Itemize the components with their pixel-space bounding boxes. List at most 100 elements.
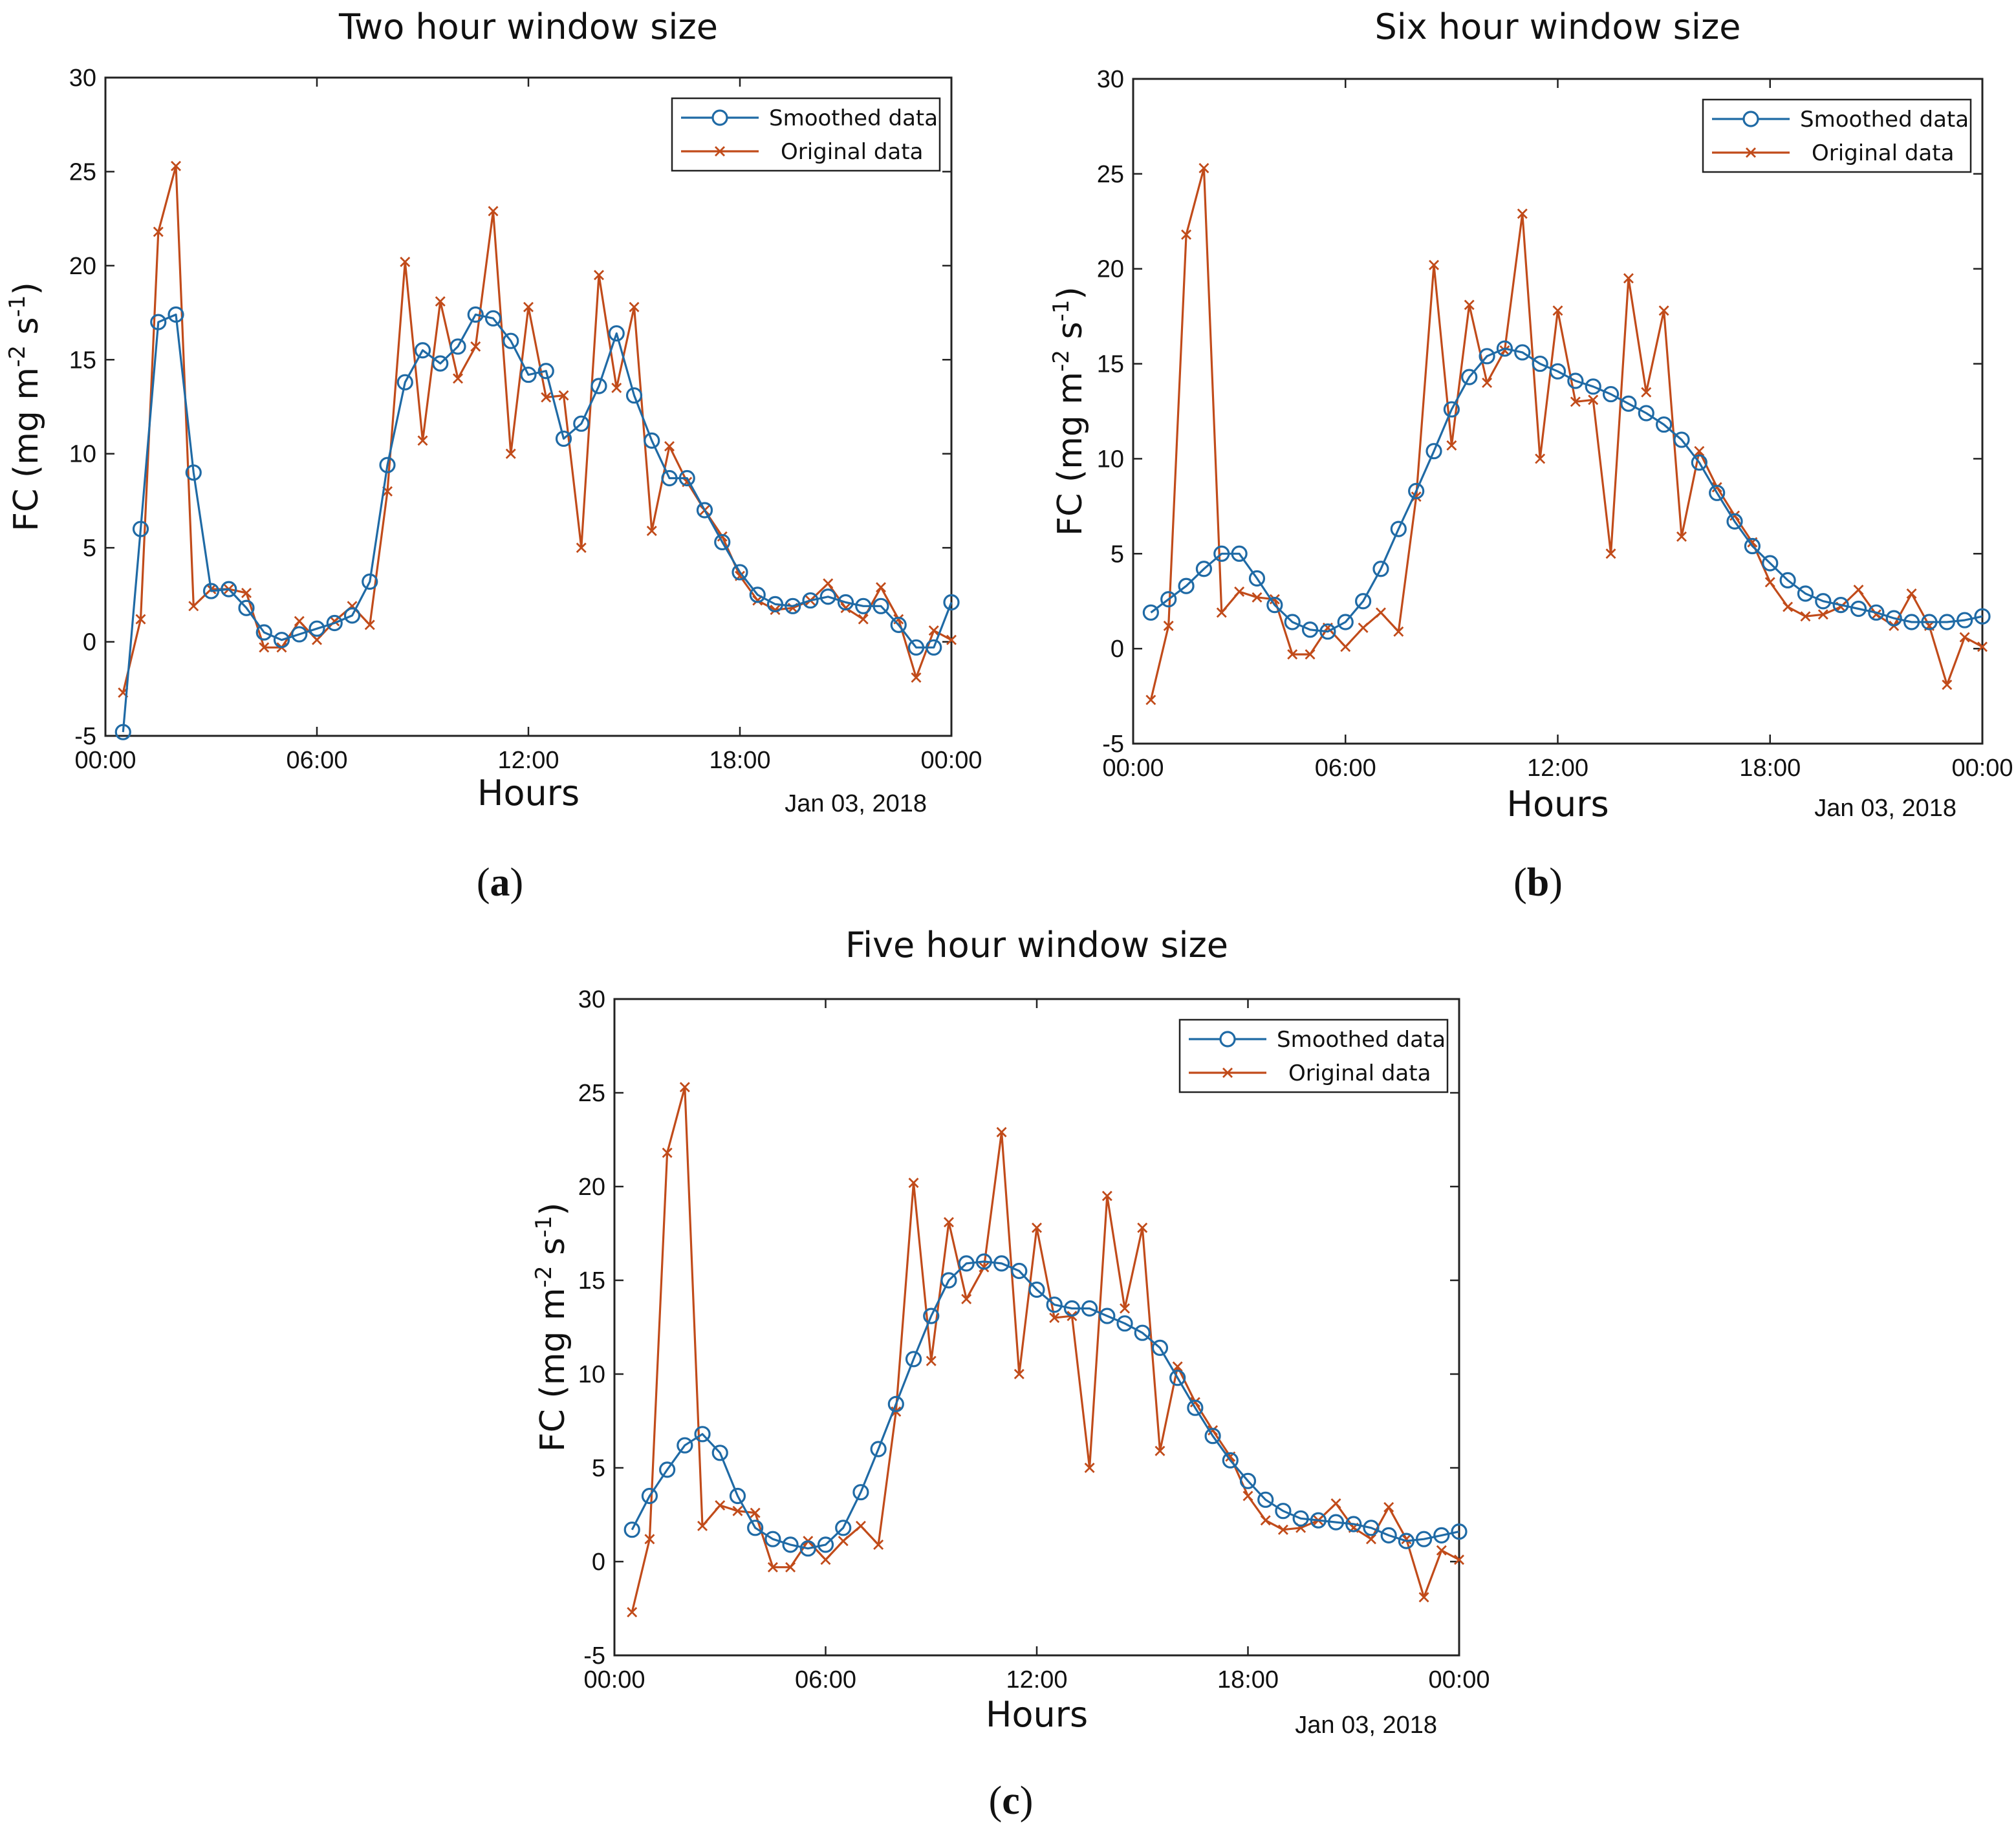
smoothed-data-point <box>623 1522 640 1538</box>
smoothed-data-point <box>799 1540 816 1557</box>
original-data-point <box>873 1539 884 1550</box>
x-axis-label: Hours <box>986 1694 1088 1735</box>
smoothed-data-point <box>923 1307 940 1324</box>
smoothed-data-point <box>1832 596 1849 614</box>
y-tick-label: 15 <box>69 347 96 374</box>
y-tick-label: 30 <box>69 65 96 92</box>
smoothed-data-point <box>1257 1491 1274 1508</box>
original-data-point <box>1145 694 1156 705</box>
original-data-point <box>470 341 481 352</box>
legend-entry-label: Original data <box>781 139 923 165</box>
original-data-point <box>541 392 552 403</box>
smoothed-data-point <box>1815 593 1832 610</box>
original-data-point <box>1383 1501 1394 1512</box>
smoothed-data-point <box>1868 604 1885 621</box>
original-data-point <box>855 1520 866 1531</box>
original-data-point <box>750 1507 761 1518</box>
original-data-point <box>908 1178 919 1188</box>
smoothed-data-point <box>608 325 625 342</box>
legend-entry-label: Smoothed data <box>1277 1027 1446 1053</box>
smoothed-data-point <box>1310 1512 1327 1529</box>
smoothed-data-point <box>1408 482 1425 499</box>
smoothed-data-point <box>1726 513 1743 530</box>
original-data-point <box>188 601 199 612</box>
legend: Smoothed data Original data <box>671 97 941 172</box>
legend-marker-x <box>715 146 725 156</box>
original-data-point <box>259 642 270 653</box>
original-data-point <box>294 616 305 627</box>
legend: Smoothed data Original data <box>1178 1018 1449 1093</box>
original-data-point <box>928 625 939 636</box>
smoothed-data-point <box>185 464 202 481</box>
panel-label-paren: ) <box>510 861 524 905</box>
original-data-point <box>1305 649 1316 660</box>
original-data-point <box>1418 1592 1429 1603</box>
smoothed-data-point <box>782 1536 799 1553</box>
smoothed-data-point <box>659 1461 676 1478</box>
smoothed-data-point <box>1169 1370 1186 1386</box>
original-data-point <box>1499 345 1510 356</box>
smoothed-data-point <box>819 588 836 605</box>
smoothed-data-point <box>926 639 942 656</box>
original-data-point <box>1154 1445 1165 1456</box>
original-data-point <box>453 373 463 384</box>
original-data-point <box>1163 620 1174 631</box>
smoothed-data-point <box>975 1253 992 1270</box>
y-axis-label-superscript: -2 <box>5 345 30 367</box>
smoothed-data-point <box>1337 614 1354 630</box>
original-data-point <box>1216 607 1227 618</box>
legend-marker-x <box>1222 1068 1233 1078</box>
panel-label: (a) <box>477 861 523 905</box>
smoothed-data-point <box>221 581 237 597</box>
smoothed-data-point <box>1709 484 1726 501</box>
original-data-point <box>1260 1515 1271 1526</box>
original-data-point <box>1783 601 1794 612</box>
original-data-point <box>1641 387 1652 398</box>
smoothed-data-point <box>1885 610 1902 627</box>
smoothed-data-point <box>1691 454 1707 471</box>
original-data-point <box>1208 1425 1219 1436</box>
y-axis-label-superscript: -1 <box>531 1216 557 1238</box>
smoothed-data-point <box>694 1426 711 1443</box>
smoothed-data-point <box>1151 1339 1169 1356</box>
y-tick-label: 5 <box>83 535 96 562</box>
smoothed-data-point <box>817 1536 834 1553</box>
original-data-point <box>1942 679 1953 690</box>
panel-label-paren: ( <box>1513 861 1527 905</box>
y-axis-label-superscript: -1 <box>1048 299 1074 321</box>
original-data-point <box>505 448 516 459</box>
original-data-point <box>1658 305 1669 316</box>
smoothed-data-point <box>537 363 554 380</box>
original-data-point <box>1959 632 1970 643</box>
original-data-point <box>1330 1498 1341 1509</box>
smoothed-data-point <box>1779 572 1796 589</box>
smoothed-data-point <box>467 306 484 323</box>
series-line-smoothed <box>122 313 953 733</box>
chart-title: Six hour window size <box>1375 6 1741 47</box>
original-data-point <box>785 1562 796 1573</box>
smoothed-data-point <box>114 724 131 740</box>
date-label: Jan 03, 2018 <box>1295 1712 1437 1739</box>
smoothed-data-point <box>905 1351 922 1368</box>
y-tick-label: 0 <box>1111 636 1124 663</box>
smoothed-data-point <box>450 338 466 355</box>
smoothed-data-point <box>644 432 660 449</box>
chart-panel-c: Five hour window size -5 0 5 10 15 20 25 30 00:00… <box>531 925 1490 1823</box>
x-tick-label: 00:00 <box>74 747 136 774</box>
x-tick-label: 06:00 <box>795 1666 856 1694</box>
smoothed-data-point <box>1956 612 1973 629</box>
smoothed-data-point <box>1345 1516 1362 1532</box>
smoothed-data-point <box>309 620 325 637</box>
y-axis-label-part: FC (mg m <box>1051 372 1090 536</box>
original-data-point <box>1084 1463 1095 1473</box>
panel-label-letter: a <box>490 861 510 905</box>
smoothed-data-point <box>855 597 872 614</box>
original-data-point <box>911 672 922 683</box>
original-data-point <box>1375 607 1386 618</box>
panel-label-paren: ( <box>989 1779 1003 1823</box>
smoothed-data-point <box>747 1520 764 1536</box>
smoothed-data-point <box>764 1531 781 1547</box>
panel-label: (b) <box>1513 861 1563 905</box>
smoothed-data-point <box>1433 1527 1450 1543</box>
original-data-point <box>840 603 851 614</box>
